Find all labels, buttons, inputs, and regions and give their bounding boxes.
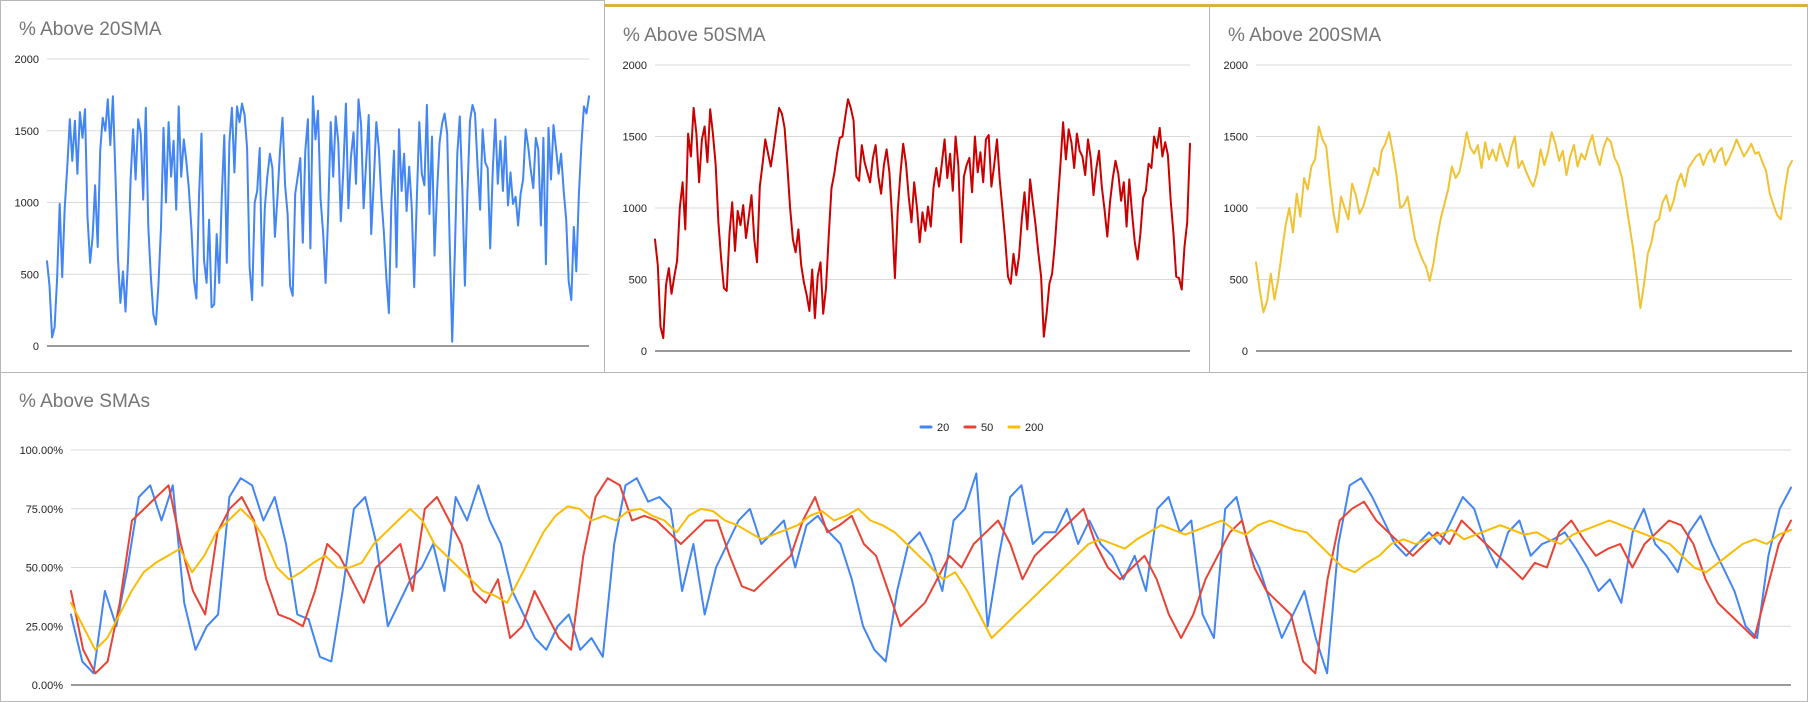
y-tick-label: 500 xyxy=(21,269,39,281)
legend-label: 50 xyxy=(981,422,993,434)
y-tick-label: 0 xyxy=(1242,346,1248,358)
y-tick-label: 1500 xyxy=(15,126,39,138)
y-tick-label: 500 xyxy=(1230,275,1248,287)
chart-title: % Above 200SMA xyxy=(1228,25,1382,46)
y-tick-label: 1000 xyxy=(15,198,39,210)
y-tick-label: 500 xyxy=(629,275,647,287)
y-tick-label: 1000 xyxy=(623,203,647,215)
y-tick-label: 25.00% xyxy=(26,621,64,633)
series-line-20 xyxy=(70,472,1792,675)
y-tick-label: 1500 xyxy=(1224,132,1248,144)
series-line xyxy=(1255,125,1793,314)
series-line xyxy=(46,95,590,343)
legend-label: 20 xyxy=(937,422,949,434)
series-line xyxy=(654,98,1191,340)
series-line-50 xyxy=(70,477,1792,675)
y-tick-label: 75.00% xyxy=(26,504,64,516)
y-tick-label: 0 xyxy=(641,346,647,358)
y-tick-label: 100.00% xyxy=(20,445,64,457)
series-line-200 xyxy=(70,505,1792,651)
y-tick-label: 1500 xyxy=(623,132,647,144)
y-tick-label: 1000 xyxy=(1224,203,1248,215)
y-tick-label: 0.00% xyxy=(32,680,63,692)
y-tick-label: 50.00% xyxy=(26,563,64,575)
chart-panel-200sma: % Above 200SMA 0 500 1000 1500 2000 xyxy=(1209,4,1808,373)
y-tick-label: 0 xyxy=(33,341,39,353)
chart-plot-200sma: 0 500 1000 1500 2000 xyxy=(1224,60,1793,358)
y-tick-label: 2000 xyxy=(1224,60,1248,72)
y-tick-label: 2000 xyxy=(623,60,647,72)
chart-panel-50sma: % Above 50SMA 0 500 1000 1500 2000 xyxy=(604,4,1210,373)
chart-plot-50sma: 0 500 1000 1500 2000 xyxy=(623,60,1191,358)
chart-title: % Above 50SMA xyxy=(623,25,766,46)
chart-panel-20sma: % Above 20SMA 0 500 1000 1500 2000 xyxy=(0,0,605,373)
chart-plot-all-smas: 0.00% 25.00% 50.00% 75.00% 100.00% 20 50 200 xyxy=(20,422,1792,692)
y-tick-label: 2000 xyxy=(15,54,39,66)
legend-label: 200 xyxy=(1025,422,1043,434)
chart-plot-20sma: 0 500 1000 1500 2000 xyxy=(15,54,590,353)
chart-panel-all-smas: % Above SMAs 0.00% 25.00% 50.00% 75.00% 100.… xyxy=(0,372,1808,702)
chart-title: % Above 20SMA xyxy=(19,19,162,40)
chart-title: % Above SMAs xyxy=(19,391,150,412)
